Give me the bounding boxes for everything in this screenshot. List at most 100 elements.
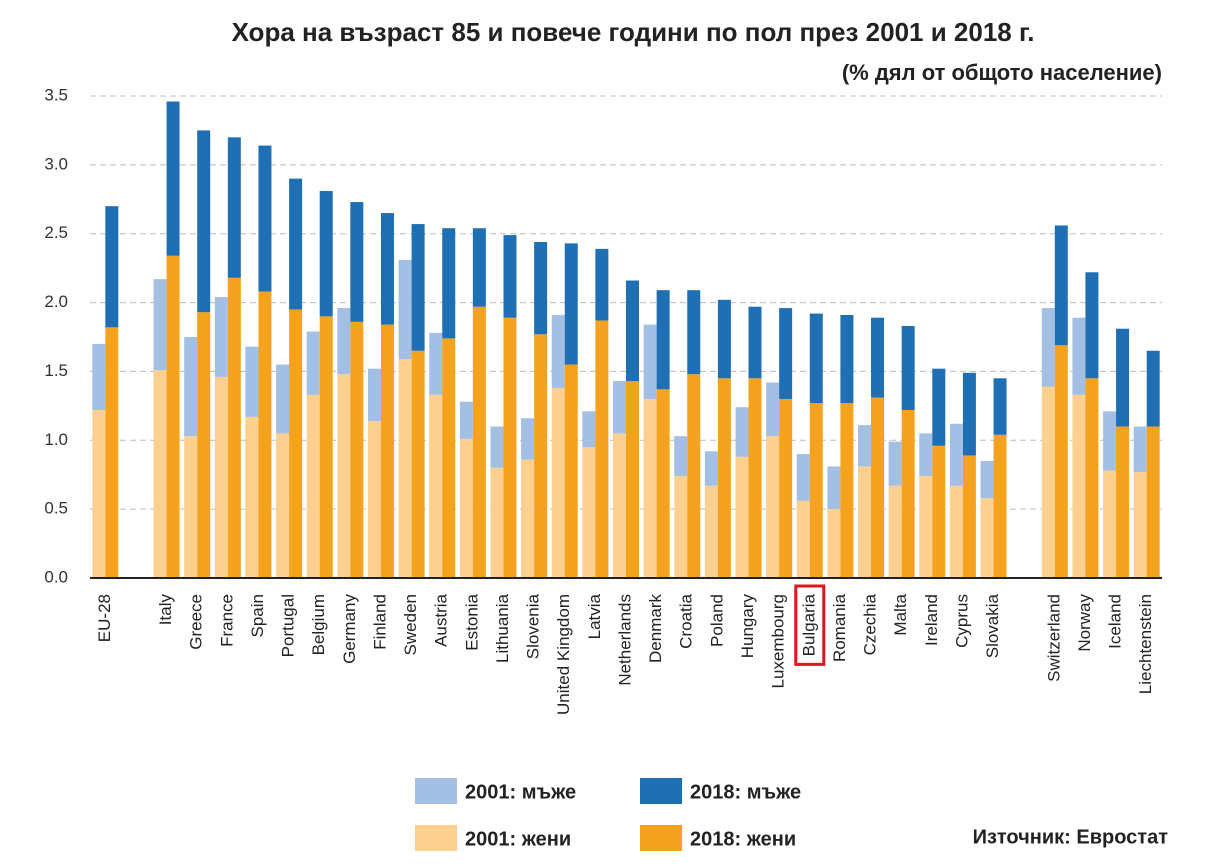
x-tick-label: Liechtenstein xyxy=(1136,594,1155,694)
y-tick-label: 3.5 xyxy=(44,85,68,104)
bar-segment xyxy=(735,407,749,457)
y-tick-label: 0.5 xyxy=(44,499,68,518)
bar-segment xyxy=(858,466,872,578)
bar-segment xyxy=(748,378,762,578)
x-tick-label: Cyprus xyxy=(952,594,971,648)
bar-segment xyxy=(949,423,963,486)
bar-segment xyxy=(1054,225,1068,346)
bar-segment xyxy=(350,202,364,322)
bar-segment xyxy=(888,485,902,578)
bar-segment xyxy=(796,500,810,578)
bar-segment xyxy=(564,243,578,365)
bar-segment xyxy=(227,277,241,578)
bar-segment xyxy=(582,411,596,448)
x-tick-label: Latvia xyxy=(585,593,604,639)
bar-segment xyxy=(1041,308,1055,387)
bar-segment xyxy=(1116,328,1130,427)
legend-swatch xyxy=(640,778,682,804)
bar-segment xyxy=(306,331,320,395)
bar-segment xyxy=(184,436,198,578)
bar-segment xyxy=(337,308,351,375)
bar-segment xyxy=(613,381,626,434)
bar-segment xyxy=(1146,350,1160,427)
bar-segment xyxy=(717,299,731,379)
bar-segment xyxy=(858,425,872,467)
bar-segment xyxy=(1054,345,1068,578)
x-tick-label: EU-28 xyxy=(95,594,114,642)
bar-segment xyxy=(521,418,535,460)
bar-segment xyxy=(350,321,364,578)
bar-segment xyxy=(1103,470,1117,578)
bar-segment xyxy=(779,308,793,399)
x-tick-label: Italy xyxy=(156,594,175,626)
x-tick-label: Poland xyxy=(707,594,726,647)
bar-segment xyxy=(1133,471,1147,578)
bar-segment xyxy=(166,101,180,256)
x-tick-label: Malta xyxy=(891,593,910,635)
x-tick-label: Croatia xyxy=(677,593,696,648)
legend-label: 2001: жени xyxy=(465,828,571,850)
bar-segment xyxy=(197,312,211,578)
bar-segment xyxy=(197,130,211,313)
x-tick-label: Lithuania xyxy=(493,593,512,663)
bar-segment xyxy=(1133,426,1147,472)
bar-segment xyxy=(1146,426,1160,578)
x-tick-label: Denmark xyxy=(646,594,665,663)
bar-segment xyxy=(1041,386,1055,578)
bar-segment xyxy=(993,434,1007,578)
bar-segment xyxy=(1085,272,1099,379)
bar-segment xyxy=(980,498,994,578)
bar-segment xyxy=(380,213,394,325)
x-tick-label: Luxembourg xyxy=(769,594,788,689)
x-tick-label: Estonia xyxy=(462,593,481,650)
bar-segment xyxy=(595,320,609,578)
bar-segment xyxy=(258,145,272,292)
bar-segment xyxy=(766,436,780,578)
legend-label: 2001: мъже xyxy=(465,781,576,803)
x-tick-label: Romania xyxy=(830,593,849,662)
bar-segment xyxy=(1116,426,1130,578)
y-tick-label: 3.0 xyxy=(44,154,68,173)
bar-segment xyxy=(871,317,885,398)
bar-segment xyxy=(411,350,425,578)
bar-segment xyxy=(276,364,290,434)
bar-segment xyxy=(919,433,933,477)
bar-segment xyxy=(643,324,657,399)
legend-swatch xyxy=(415,778,457,804)
bar-segment xyxy=(551,387,565,578)
chart-subtitle: (% дял от общото население) xyxy=(842,60,1162,85)
x-tick-label: Sweden xyxy=(401,594,420,655)
x-tick-label: Netherlands xyxy=(615,594,634,686)
bar-segment xyxy=(92,409,106,578)
bar-segment xyxy=(932,368,946,446)
bar-segment xyxy=(888,441,902,486)
bar-segment xyxy=(871,397,885,578)
x-tick-label: Switzerland xyxy=(1044,594,1063,682)
bar-segment xyxy=(796,454,810,501)
bar-segment xyxy=(245,416,259,578)
bar-segment xyxy=(932,445,946,578)
bar-segment xyxy=(184,337,198,437)
bar-segment xyxy=(901,325,915,410)
x-tick-label: Ireland xyxy=(922,594,941,646)
bar-segment xyxy=(1085,378,1099,578)
legend-swatch xyxy=(415,825,457,851)
bar-segment xyxy=(429,394,443,578)
bar-segment xyxy=(459,401,473,439)
x-tick-label: Spain xyxy=(248,594,267,637)
bar-segment xyxy=(827,466,841,510)
bar-segment xyxy=(595,248,609,321)
x-tick-label: France xyxy=(217,594,236,647)
bar-segment xyxy=(92,343,106,410)
x-tick-label: Slovakia xyxy=(983,593,1002,658)
bar-segment xyxy=(319,316,333,578)
bar-segment xyxy=(962,372,976,456)
bar-segment xyxy=(472,228,486,307)
bar-segment xyxy=(398,259,412,360)
bar-segment xyxy=(809,403,823,578)
bar-segment xyxy=(809,313,823,404)
bar-segment xyxy=(214,297,228,377)
bar-segment xyxy=(901,409,915,578)
legend-swatch xyxy=(640,825,682,851)
bar-segment xyxy=(490,426,504,468)
